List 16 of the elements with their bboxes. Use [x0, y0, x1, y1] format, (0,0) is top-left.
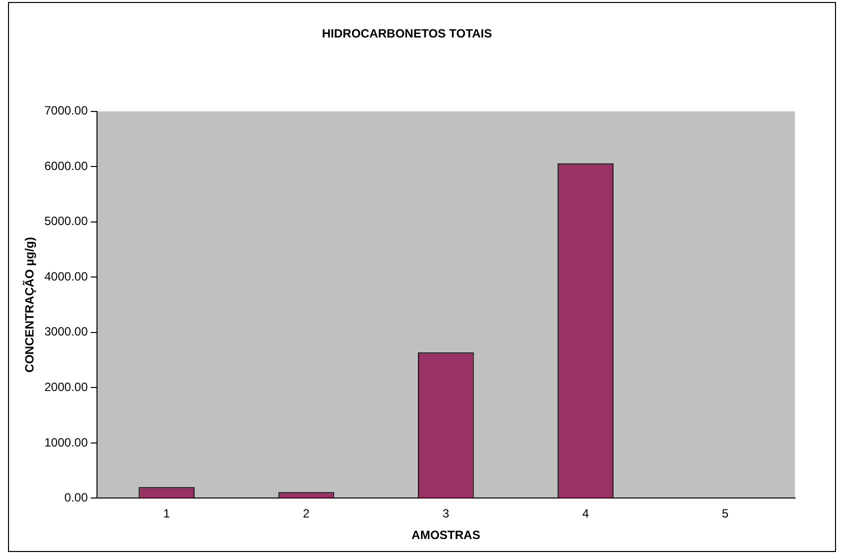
y-tick-label: 1000.00: [44, 435, 88, 450]
y-tick-label: 5000.00: [44, 214, 88, 228]
x-tick-label: 3: [442, 506, 450, 521]
y-tick-label: 2000.00: [44, 380, 88, 394]
y-tick-label: 7000.00: [44, 104, 88, 118]
y-tick-label: 6000.00: [44, 158, 88, 173]
y-axis-title: CONCENTRAÇÃO µg/g): [22, 237, 37, 373]
y-tick-label: 3000.00: [44, 324, 88, 339]
x-tick-label: 5: [722, 506, 729, 521]
chart-title: HIDROCARBONETOS TOTAIS: [322, 26, 492, 41]
x-tick-label: 2: [302, 506, 310, 521]
x-tick-label: 4: [582, 506, 590, 521]
y-tick-label: 4000.00: [44, 269, 88, 284]
x-axis-title: AMOSTRAS: [412, 528, 480, 542]
y-tick-label: 0.00: [64, 490, 88, 505]
x-tick-label: 1: [163, 506, 170, 521]
